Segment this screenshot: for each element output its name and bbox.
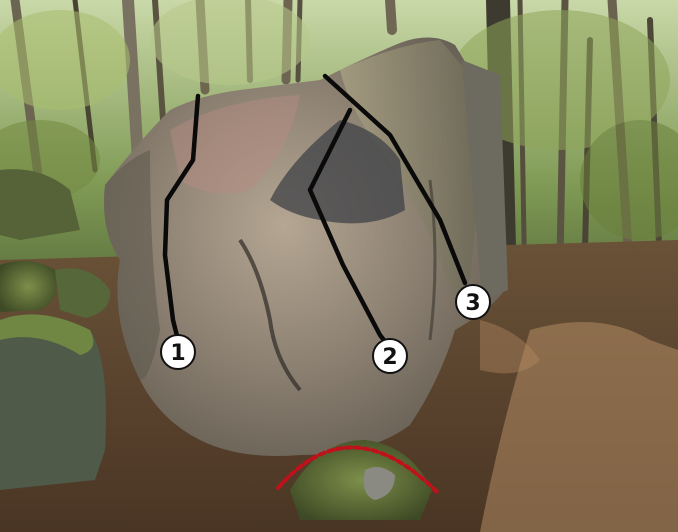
boulder-pink-tint xyxy=(170,95,300,194)
start-arc xyxy=(276,445,439,494)
boulder-shadow-face xyxy=(270,120,405,224)
sunlit-patch xyxy=(480,320,540,374)
route-marker-3: 3 xyxy=(455,284,491,320)
boulder-crack xyxy=(238,238,302,392)
route-marker-2: 2 xyxy=(372,338,408,374)
route-line-3 xyxy=(322,73,468,286)
mossy-boulder-left xyxy=(0,314,106,490)
boulder-left-shade xyxy=(104,150,160,380)
mossy-boulder-small xyxy=(0,169,80,240)
route-number-1: 1 xyxy=(170,341,185,366)
sunlit-patch xyxy=(480,322,678,532)
boulder-crack xyxy=(428,179,437,341)
mossy-boulder-small xyxy=(55,268,111,318)
route-number-2: 2 xyxy=(382,345,397,370)
mossy-boulder-small xyxy=(0,261,57,312)
route-line-1 xyxy=(162,93,201,343)
route-number-3: 3 xyxy=(465,291,480,316)
route-marker-1: 1 xyxy=(160,334,196,370)
foliage xyxy=(0,0,678,240)
birch-trunk xyxy=(462,60,508,300)
